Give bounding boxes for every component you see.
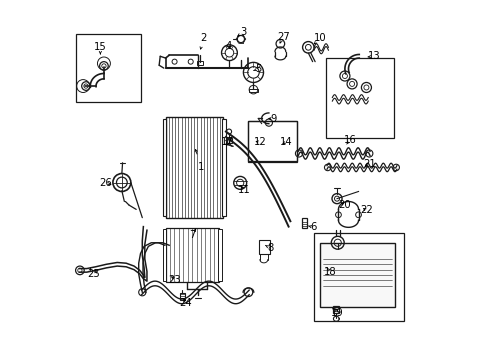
Text: 18: 18 bbox=[324, 267, 336, 277]
Bar bbox=[222, 119, 225, 216]
Bar bbox=[247, 121, 297, 161]
Text: 21: 21 bbox=[362, 159, 375, 169]
Bar bbox=[165, 117, 223, 218]
Bar bbox=[247, 121, 297, 162]
Bar bbox=[165, 228, 218, 282]
Text: 15: 15 bbox=[94, 42, 106, 52]
Text: 11: 11 bbox=[238, 185, 250, 195]
Bar bbox=[301, 219, 306, 228]
Text: 14: 14 bbox=[280, 137, 292, 147]
Bar bbox=[319, 243, 394, 307]
Bar bbox=[226, 138, 231, 143]
Text: 10: 10 bbox=[313, 33, 325, 43]
Text: 20: 20 bbox=[338, 200, 350, 210]
Bar bbox=[333, 306, 339, 313]
Bar bbox=[325, 58, 394, 138]
Text: 7: 7 bbox=[189, 230, 195, 239]
Text: 22: 22 bbox=[359, 206, 372, 216]
Text: 27: 27 bbox=[276, 32, 289, 41]
Bar bbox=[163, 229, 166, 281]
Text: 17: 17 bbox=[221, 138, 234, 147]
Bar bbox=[313, 233, 403, 320]
Bar bbox=[258, 240, 270, 253]
Text: 8: 8 bbox=[266, 243, 273, 253]
Text: 24: 24 bbox=[179, 298, 191, 308]
Bar bbox=[196, 61, 202, 65]
Text: 13: 13 bbox=[367, 51, 380, 61]
Text: 12: 12 bbox=[253, 138, 266, 147]
Text: 19: 19 bbox=[331, 308, 344, 318]
Bar bbox=[76, 34, 141, 102]
Text: 3: 3 bbox=[240, 27, 245, 37]
Text: 26: 26 bbox=[99, 178, 112, 188]
Text: 25: 25 bbox=[86, 269, 100, 279]
Text: 4: 4 bbox=[225, 41, 231, 50]
Bar bbox=[163, 119, 166, 216]
Bar bbox=[248, 89, 258, 92]
Text: 23: 23 bbox=[168, 275, 181, 285]
Text: 9: 9 bbox=[269, 114, 276, 124]
Text: 16: 16 bbox=[343, 135, 356, 145]
Bar bbox=[180, 293, 184, 300]
Text: 1: 1 bbox=[198, 162, 204, 172]
Text: 2: 2 bbox=[200, 33, 206, 43]
Text: 5: 5 bbox=[255, 64, 262, 74]
Text: 6: 6 bbox=[310, 222, 316, 232]
Bar bbox=[218, 229, 221, 281]
